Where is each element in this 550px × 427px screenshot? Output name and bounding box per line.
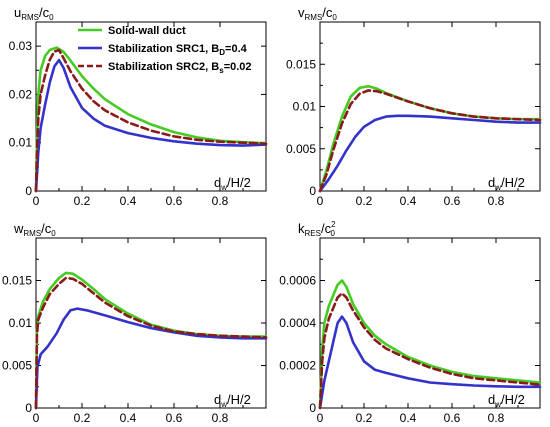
- y-tick-label: 0.03: [9, 39, 33, 53]
- y-tick-label: 0.01: [9, 316, 33, 330]
- legend-label-solid: Solid-wall duct: [108, 25, 186, 37]
- series-line-solid: [34, 46, 268, 193]
- x-tick-label: 0.6: [444, 411, 461, 425]
- y-tick-label: 0.0006: [279, 274, 316, 288]
- y-axis-label: kRES/c2 0: [298, 220, 336, 238]
- series-line-solid: [318, 279, 542, 410]
- series-line-src1: [34, 58, 268, 193]
- series-line-src2: [34, 276, 268, 410]
- x-tick-label: 0.6: [444, 194, 461, 208]
- legend-label-src2: Stabilization SRC2, Bs=0.02: [108, 61, 252, 75]
- x-tick-label: 0.4: [120, 411, 137, 425]
- legend-label-src1: Stabilization SRC1, BD=0.4: [108, 43, 248, 57]
- y-axis-label: wRMS/c0: [13, 221, 56, 238]
- x-tick-label: 0: [33, 194, 40, 208]
- plot-frame: [319, 21, 541, 192]
- y-tick-label: 0.005: [286, 142, 316, 156]
- x-tick-label: 0.8: [212, 411, 229, 425]
- x-axis-label: dw/H/2: [214, 392, 251, 409]
- y-tick-label: 0: [25, 401, 32, 415]
- y-tick-label: 0.005: [2, 359, 32, 373]
- legend: Solid-wall duct Stabilization SRC1, BD=0.…: [78, 25, 252, 75]
- x-tick-label: 0.4: [400, 411, 417, 425]
- x-tick-label: 0.2: [74, 411, 91, 425]
- x-tick-label: 0.2: [356, 411, 373, 425]
- series-line-src2: [34, 48, 268, 193]
- x-tick-label: 0: [317, 411, 324, 425]
- series-line-src1: [318, 114, 542, 193]
- x-tick-label: 0.6: [166, 411, 183, 425]
- x-axis-label: dw/H/2: [488, 175, 525, 192]
- x-tick-label: 0: [33, 411, 40, 425]
- x-tick-label: 0.8: [488, 194, 505, 208]
- y-tick-label: 0.0002: [279, 359, 316, 373]
- x-tick-label: 0.6: [166, 194, 183, 208]
- series-line-src2: [318, 89, 542, 193]
- series-line-src2: [318, 291, 542, 410]
- y-tick-label: 0: [309, 401, 316, 415]
- y-tick-label: 0: [25, 184, 32, 198]
- x-tick-label: 0: [317, 194, 324, 208]
- x-tick-label: 0.4: [120, 194, 137, 208]
- y-axis-label: vRMS/c0: [298, 5, 337, 22]
- y-tick-label: 0.0004: [279, 316, 316, 330]
- series-line-solid: [34, 271, 268, 410]
- y-tick-label: 0.015: [286, 57, 316, 71]
- x-tick-label: 0.8: [212, 194, 229, 208]
- x-tick-label: 0.2: [74, 194, 91, 208]
- y-tick-label: 0: [309, 184, 316, 198]
- x-axis-label: dw/H/2: [488, 392, 525, 409]
- x-tick-label: 0.8: [488, 411, 505, 425]
- x-tick-label: 0.2: [356, 194, 373, 208]
- series-line-src1: [318, 315, 542, 410]
- y-tick-label: 0.02: [9, 87, 33, 101]
- y-tick-label: 0.015: [2, 274, 32, 288]
- panel-v: 0 0.2 0.4 0.6 0.8 0 0.005 0.01 0.015 vRMS/c0 dw/H/…: [286, 5, 542, 208]
- x-axis-label: dw/H/2: [214, 175, 251, 192]
- y-tick-label: 0.01: [9, 136, 33, 150]
- series-line-src1: [34, 307, 268, 410]
- panel-k: 0 0.2 0.4 0.6 0.8 0 0.0002 0.0004 0.0006 kRES/c2 0…: [279, 220, 542, 425]
- x-tick-label: 0.4: [400, 194, 417, 208]
- panel-u: 0 0.2 0.4 0.6 0.8 0 0.01 0.02 0.03 uRMS/c0 dw/H/2: [9, 5, 268, 208]
- y-tick-label: 0.01: [293, 100, 317, 114]
- y-axis-label: uRMS/c0: [14, 5, 54, 22]
- plot-frame: [35, 237, 267, 409]
- panel-w: 0 0.2 0.4 0.6 0.8 0 0.005 0.01 0.015 wRMS/c0 dw/H/…: [2, 221, 268, 425]
